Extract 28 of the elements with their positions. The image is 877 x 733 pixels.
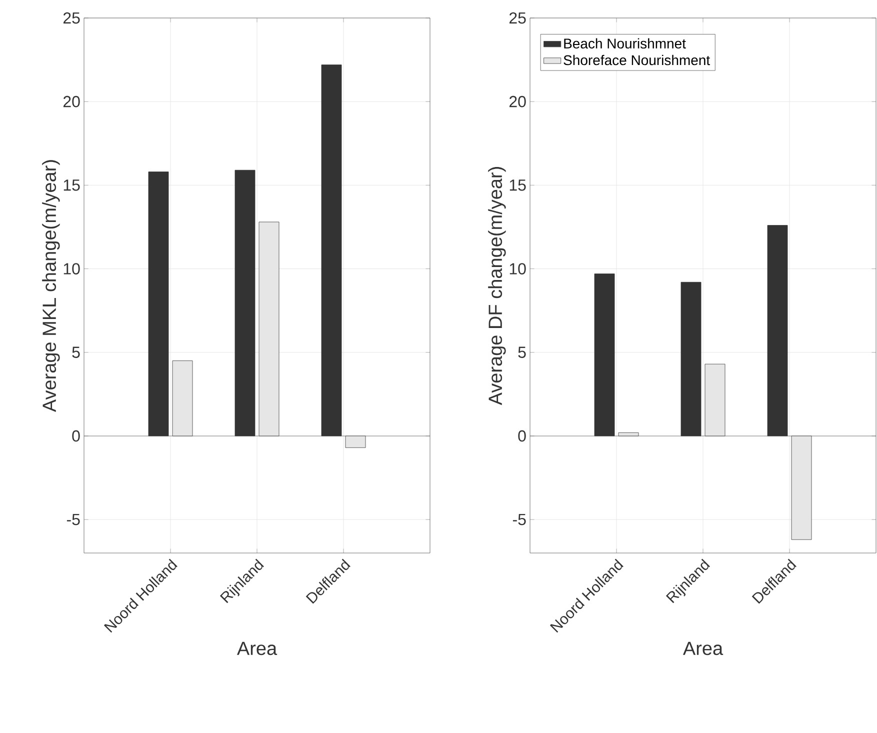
bar <box>594 274 615 436</box>
y-tick-label: -5 <box>66 514 80 526</box>
y-tick-label: 0 <box>72 430 80 442</box>
y-tick-label: 20 <box>63 96 80 108</box>
y-tick-label: 15 <box>510 180 526 191</box>
x-axis-title: Area <box>236 642 278 656</box>
bar <box>258 222 280 436</box>
bar <box>704 364 726 436</box>
y-tick-label: 25 <box>63 12 80 24</box>
y-tick-label: 5 <box>72 346 80 358</box>
y-tick-label: 10 <box>510 263 526 274</box>
x-axis-title: Area <box>682 642 724 656</box>
y-tick-label: -5 <box>512 514 526 526</box>
bar <box>148 172 169 436</box>
y-axis-title: Average DF change(m/year) <box>488 167 506 406</box>
y-tick-label: 10 <box>64 263 80 274</box>
y-tick-label: 0 <box>518 430 526 442</box>
bar <box>680 282 702 436</box>
y-tick-label: 25 <box>509 12 526 24</box>
bar <box>767 225 788 436</box>
y-axis-title: Average MKL change(m/year) <box>42 160 60 412</box>
legend-label: Beach Nourishmnet <box>564 38 686 49</box>
legend-label: Shoreface Nourishment <box>564 54 710 66</box>
y-tick-label: 5 <box>518 346 526 358</box>
y-tick-label: 15 <box>64 180 80 191</box>
y-tick-label: 20 <box>509 96 526 108</box>
bar <box>234 170 256 436</box>
bar <box>321 64 342 436</box>
